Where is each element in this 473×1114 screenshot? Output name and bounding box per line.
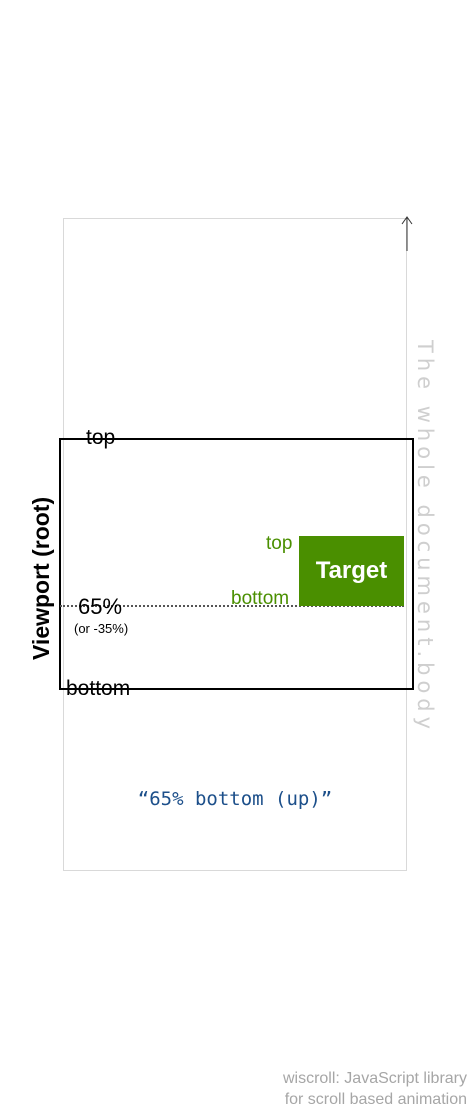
arrow-up-icon: [401, 216, 413, 251]
footer-line-1: wiscroll: JavaScript library: [282, 1070, 467, 1087]
offset-percent-label: 65%: [78, 594, 123, 619]
document-body-region: [63, 218, 407, 871]
target-element: Target: [299, 536, 404, 606]
document-body-label: The whole document.body: [413, 340, 437, 735]
footer-line-2: for scroll based animation: [284, 1091, 467, 1108]
config-caption: “65% bottom (up)”: [137, 788, 333, 810]
offset-line: [60, 605, 404, 607]
target-bottom-label: bottom: [231, 588, 290, 609]
offset-alt-label: (or -35%): [74, 621, 129, 636]
viewport-region: [59, 438, 414, 690]
viewport-top-label: top: [86, 426, 116, 449]
target-label: Target: [315, 557, 388, 584]
viewport-bottom-label: bottom: [66, 677, 131, 700]
footer-credit: wiscroll: JavaScript library for scroll …: [283, 1068, 467, 1110]
viewport-label: Viewport (root): [28, 496, 54, 660]
target-top-label: top: [266, 533, 293, 554]
